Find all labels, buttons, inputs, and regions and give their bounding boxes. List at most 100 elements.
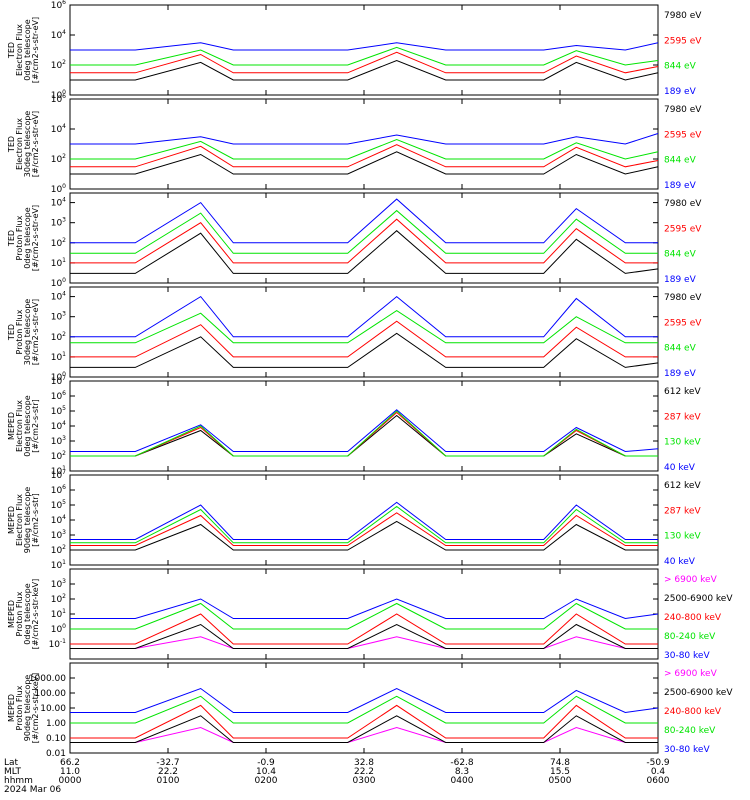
series-line (70, 726, 658, 743)
series-line (70, 501, 658, 540)
y-axis-title: 30deg telescope (23, 111, 32, 178)
footer-lat: -0.9 (257, 758, 275, 768)
series-line (70, 138, 659, 160)
y-axis-title: [#/cm2-s-str-eV] (31, 17, 40, 83)
y-axis-title: [#/cm2-s-str-keV] (31, 673, 40, 744)
y-axis-title: 0deg telescope (23, 207, 32, 268)
footer-hhmm: 0400 (451, 776, 474, 786)
panel-6: 101 102 103 104 105 106 107 MEPED Electron Flux 9… (7, 469, 701, 571)
legend-item: 844 eV (664, 62, 697, 72)
footer-lat: -50.9 (646, 758, 670, 768)
legend-item: 130 keV (664, 438, 701, 448)
legend-item: 844 eV (664, 344, 697, 354)
y-tick-label: 102 (51, 59, 66, 71)
footer-hhmm: 0300 (353, 776, 376, 786)
panel-3: 100 101 102 103 104 TED Proton Flux 0deg telesc… (7, 192, 702, 289)
y-tick-label: 102 (51, 544, 66, 556)
y-tick-label: 100.00 (35, 689, 67, 699)
footer-lat: 32.8 (354, 758, 374, 768)
y-axis-title: 90deg telescope (23, 487, 32, 554)
series-line (70, 409, 659, 453)
legend-item: 844 eV (664, 250, 697, 260)
y-tick-label: 106 (51, 390, 66, 402)
legend-item: 287 keV (664, 506, 701, 516)
y-axis-title: Proton Flux (15, 309, 24, 354)
y-tick-label: 101 (51, 257, 66, 269)
footer-mlt: 11.0 (60, 767, 80, 777)
legend-item: 2595 eV (664, 36, 702, 46)
series-line (70, 310, 658, 344)
y-axis-title: Electron Flux (15, 400, 24, 452)
footer-lat: -32.7 (156, 758, 179, 768)
y-tick-label: 0.10 (46, 734, 66, 744)
y-axis-title: [#/cm2-s-str-eV] (31, 205, 40, 271)
legend-item: > 6900 keV (664, 575, 718, 585)
series-line (70, 598, 659, 620)
series-line (70, 613, 658, 645)
y-tick-label: 103 (51, 529, 66, 541)
footer-date: 2024 Mar 06 (4, 785, 61, 795)
series-line (70, 198, 658, 244)
legend-item: 287 keV (664, 412, 701, 422)
legend-item: 7980 eV (664, 199, 702, 209)
series-line (70, 602, 658, 630)
y-tick-label: 104 (51, 291, 66, 303)
y-tick-label: 101 (51, 351, 66, 363)
y-axis-title: MEPED (7, 412, 16, 440)
panel-frame (69, 192, 659, 284)
y-tick-label: 102 (51, 237, 66, 249)
footer-lat: 74.8 (550, 758, 570, 768)
footer-mlt: 8.3 (455, 767, 469, 777)
legend-item: > 6900 keV (664, 669, 718, 679)
y-tick-label: 107 (51, 469, 66, 481)
y-axis-title: Electron Flux (15, 24, 24, 76)
series-line (70, 51, 659, 74)
y-tick-label: 101 (51, 608, 66, 620)
y-tick-label: 104 (51, 29, 66, 41)
y-axis-title: Electron Flux (15, 494, 24, 546)
series-line (70, 505, 658, 544)
legend-item: 2595 eV (664, 130, 702, 140)
y-tick-label: 1000.00 (29, 674, 66, 684)
y-axis-title: Electron Flux (15, 118, 24, 170)
series-line (70, 133, 659, 145)
panel-frame (69, 380, 659, 472)
y-axis-title: [#/cm2-s-str] (31, 493, 40, 546)
legend-item: 2500-6900 keV (664, 594, 733, 604)
y-axis-title: 0deg telescope (23, 395, 32, 456)
legend-item: 189 eV (664, 87, 697, 97)
y-axis-title: TED (7, 324, 16, 341)
series-line (70, 59, 659, 81)
footer-mlt: 15.5 (550, 767, 570, 777)
y-tick-label: 104 (51, 420, 66, 432)
y-tick-label: 106 (51, 93, 66, 105)
y-tick-label: 104 (51, 514, 66, 526)
series-line (70, 144, 659, 168)
footer-mlt: 0.4 (651, 767, 666, 777)
panel-frame (69, 98, 659, 190)
y-axis-title: MEPED (7, 600, 16, 628)
y-tick-label: 105 (51, 405, 66, 417)
footer-row-label: hhmm (4, 776, 33, 786)
y-axis-title: MEPED (7, 694, 16, 722)
footer-hhmm: 0000 (59, 776, 82, 786)
y-tick-label: 102 (51, 153, 66, 165)
series-line (70, 46, 659, 66)
legend-item: 40 keV (664, 557, 696, 567)
y-tick-label: 104 (51, 197, 66, 209)
footer-lat: 66.2 (60, 758, 80, 768)
legend-item: 240-800 keV (664, 707, 722, 717)
panel-8: 0.01 0.10 1.00 10.00 100.00 1000.00 MEPED Proto… (7, 662, 733, 759)
y-tick-label: 101 (51, 559, 66, 571)
series-line (70, 410, 658, 457)
series-line (70, 151, 659, 175)
y-tick-label: 1.00 (46, 719, 66, 729)
y-tick-label: 104 (51, 123, 66, 135)
footer-row-label: MLT (4, 767, 22, 777)
series-line (70, 715, 658, 743)
legend-item: 30-80 keV (664, 651, 710, 661)
